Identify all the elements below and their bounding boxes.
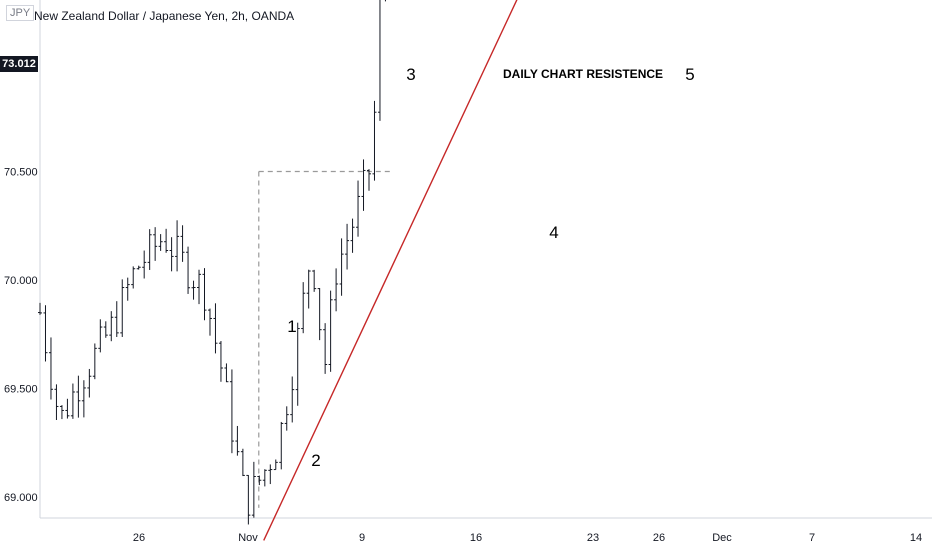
y-tick-label: 69.000 — [4, 492, 38, 504]
chart-title: New Zealand Dollar / Japanese Yen, 2h, O… — [34, 9, 295, 23]
x-tick-label: Nov — [238, 532, 258, 544]
x-tick-label: 26 — [133, 532, 145, 544]
y-tick-label: 70.500 — [4, 167, 38, 179]
x-tick-label: 16 — [470, 532, 482, 544]
wave-label: 5 — [685, 65, 694, 84]
resistance-annotation: DAILY CHART RESISTENCE — [503, 67, 663, 81]
price-flag: 73.012 — [0, 56, 38, 72]
x-tick-label: 23 — [587, 532, 599, 544]
y-tick-label: 69.500 — [4, 384, 38, 396]
x-tick-label: 9 — [359, 532, 365, 544]
support-trendline — [263, 0, 518, 541]
symbol-badge[interactable]: JPY — [6, 5, 35, 21]
x-tick-label: 26 — [653, 532, 665, 544]
y-tick-label: 70.000 — [4, 275, 38, 287]
x-tick-label: 14 — [910, 532, 922, 544]
wave-label: 1 — [287, 317, 296, 336]
x-tick-label: 7 — [809, 532, 815, 544]
wave-label: 4 — [549, 223, 558, 242]
wave-label: 2 — [311, 451, 320, 470]
x-tick-label: Dec — [712, 532, 732, 544]
wave-label: 3 — [406, 65, 415, 84]
